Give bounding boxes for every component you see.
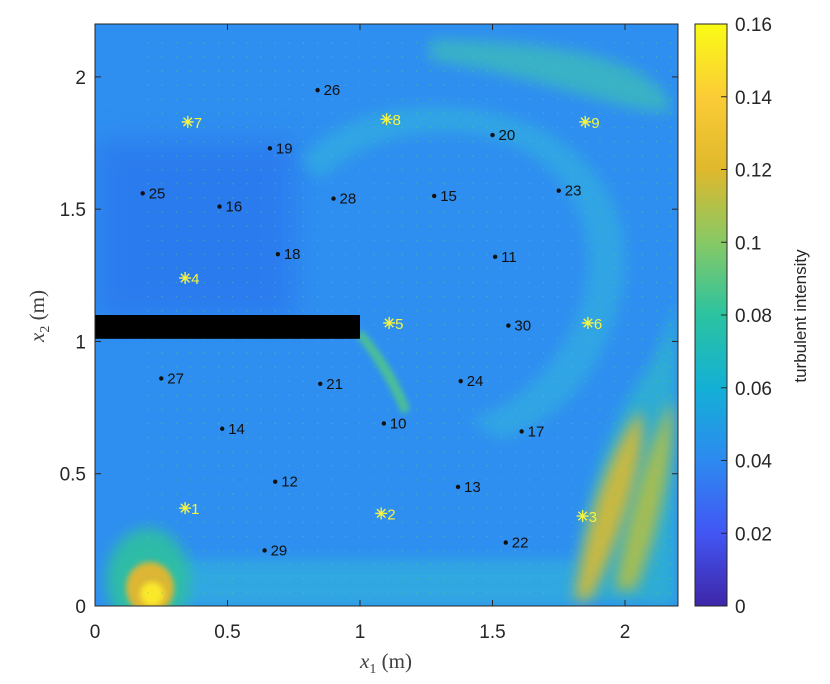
x-axis-ticks: 0 0.5 1 1.5 2 <box>90 24 631 643</box>
heatmap-low-region <box>95 140 295 320</box>
sensor-dot <box>503 540 508 545</box>
marker-label: 7 <box>194 115 202 132</box>
colorbar-tick-label: 0.14 <box>735 88 772 109</box>
sensor-label: 11 <box>501 249 517 266</box>
sensor-label: 12 <box>281 474 298 491</box>
x-tick-label: 1.5 <box>479 622 505 643</box>
colorbar-tick-label: 0 <box>735 597 746 618</box>
colorbar-tick-label: 0.16 <box>735 15 772 36</box>
sensor-label: 27 <box>167 370 184 387</box>
heatmap-top-right-plume <box>430 40 672 112</box>
colorbar-tick-label: 0.08 <box>735 306 772 327</box>
x-tick-label: 1 <box>355 622 366 643</box>
heatmap-dot-grid <box>147 42 672 594</box>
marker-star <box>375 507 388 520</box>
sensor-label: 29 <box>271 542 288 559</box>
sensor-label: 20 <box>499 127 516 144</box>
x-axis-label: x1 (m) <box>359 649 412 677</box>
sensor-label: 22 <box>512 535 529 552</box>
x-tick-label: 2 <box>620 622 631 643</box>
marker-label: 6 <box>594 316 602 333</box>
y-axis-label: x2 (m) <box>25 290 53 343</box>
sensor-label: 17 <box>528 423 545 440</box>
sensor-dot <box>331 196 336 201</box>
sensor-dot <box>318 381 323 386</box>
plot-frame <box>94 23 679 607</box>
sensor-dot <box>556 188 561 193</box>
sensor-dot <box>140 191 145 196</box>
sensor-dot <box>275 251 281 257</box>
sensor-label: 26 <box>324 82 341 99</box>
sensor-dot <box>262 548 267 553</box>
marker-star <box>179 271 192 284</box>
marker-star <box>181 115 194 128</box>
heatmap-bottom-band <box>120 560 580 606</box>
x-tick-label: 0 <box>90 622 101 643</box>
y-tick-label: 0 <box>75 597 86 618</box>
marker-label: 5 <box>395 316 403 333</box>
heatmap-swirl-band <box>300 105 626 440</box>
marker-star <box>576 510 589 523</box>
sensor-dot <box>455 484 461 490</box>
sensor-label: 21 <box>326 376 343 393</box>
marker-star <box>380 113 393 126</box>
y-tick-label: 1 <box>75 332 86 353</box>
sensor-dot <box>519 429 524 434</box>
marker-label: 3 <box>589 509 597 526</box>
sensor-dot <box>217 204 222 209</box>
colorbar-tick-label: 0.06 <box>735 379 772 400</box>
x-tick-label: 0.5 <box>214 622 240 643</box>
marker-star <box>579 115 592 128</box>
marker-star <box>383 316 396 329</box>
colorbar-tick-label: 0.02 <box>735 524 772 545</box>
sensor-dot <box>432 193 437 199</box>
obstacle-bar <box>95 315 360 339</box>
marker-label: 8 <box>393 112 401 129</box>
marker-label: 4 <box>191 271 199 288</box>
colorbar-tick-label: 0.04 <box>735 452 772 473</box>
marker-star <box>581 316 594 329</box>
sensor-label: 19 <box>276 140 293 157</box>
sensor-dot <box>273 479 278 484</box>
y-axis-ticks: 0 0.5 1 1.5 2 <box>60 68 678 618</box>
sensor-dot <box>492 254 498 259</box>
sensor-dot <box>506 323 511 328</box>
sensor-label: 30 <box>514 318 531 335</box>
sensor-dot <box>458 378 463 384</box>
sensor-label: 14 <box>228 421 245 438</box>
heatmap-filament <box>356 330 410 414</box>
colorbar-label: turbulent intensity <box>791 249 810 383</box>
heatmap-right-plume-b <box>615 400 673 590</box>
sensor-dot <box>315 87 320 93</box>
sensor-label: 23 <box>565 183 582 200</box>
sensor-label: 28 <box>340 191 357 208</box>
sensor-label: 15 <box>440 188 457 205</box>
sensor-label: 24 <box>467 373 484 390</box>
sensor-label: 10 <box>390 415 407 432</box>
sensor-label: 16 <box>226 199 243 216</box>
sensor-label: 18 <box>284 246 301 263</box>
heatmap-hotspot-core <box>140 582 164 606</box>
colorbar-tick-label: 0.1 <box>735 233 761 254</box>
sensor-dot <box>159 376 164 381</box>
sensor-dot <box>220 426 225 431</box>
sensor-label: 13 <box>464 479 481 496</box>
y-tick-label: 0.5 <box>60 465 86 486</box>
sensor-dot <box>490 132 495 138</box>
colorbar-ticks: 0 0.02 0.04 0.06 0.08 0.1 0.12 0.14 0.16 <box>721 15 772 618</box>
marker-label: 1 <box>191 501 199 518</box>
sensor-dot <box>381 421 387 426</box>
marker-star <box>179 502 192 515</box>
y-tick-label: 1.5 <box>60 200 86 221</box>
sensor-dot <box>267 146 273 151</box>
sensor-label: 25 <box>149 185 166 202</box>
heatmap-right-plume-a <box>575 410 643 600</box>
marker-label: 2 <box>387 506 395 523</box>
marker-label: 9 <box>591 115 599 132</box>
marker-points: 1 2 345 67 8 9 <box>179 112 602 526</box>
y-tick-label: 2 <box>75 68 86 89</box>
colorbar-tick-label: 0.12 <box>735 161 772 182</box>
